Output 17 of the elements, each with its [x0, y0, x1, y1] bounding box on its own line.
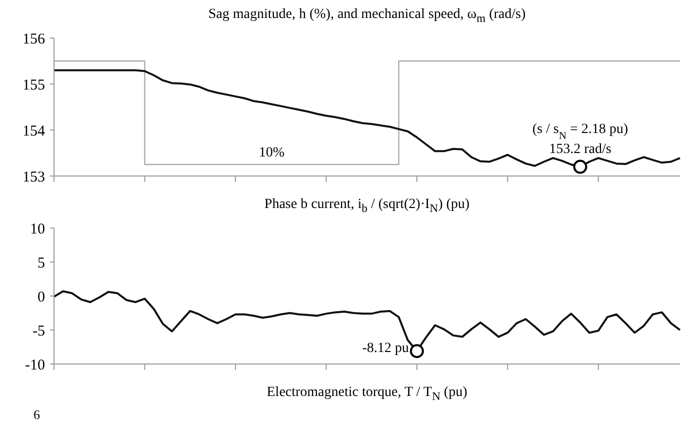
- y-tick-label: 0: [38, 289, 45, 306]
- data-label: 10%: [258, 146, 285, 160]
- annotation: (s / s$_{N}$ = 2.18 pu): [532, 122, 628, 142]
- annotation: 153.2 rad/s: [549, 142, 612, 157]
- y-tick-label: -5: [32, 323, 45, 340]
- text: Electromagnetic torque, T / T$_{N}$ (pu): [266, 384, 468, 405]
- y-tick-label: 156: [22, 31, 46, 48]
- y-tick-label: -10: [25, 357, 45, 374]
- y-tick-label: 5: [38, 255, 45, 272]
- annotation: -8.12 pu: [362, 341, 409, 356]
- text: 6: [32, 407, 40, 422]
- y-tick-label: 155: [22, 77, 45, 94]
- y-tick-label: 154: [22, 123, 46, 140]
- chart-title: Phase b current, i$_{b}$ / (sqrt(2)·I$_{N}$) (pu): [263, 196, 471, 217]
- y-tick-label: 153: [22, 169, 45, 186]
- y-tick-label: 10: [30, 221, 45, 238]
- chart-title: Sag magnitude, h (%), and mechanical speed, ω$_{m}$ (rad/s): [207, 6, 527, 27]
